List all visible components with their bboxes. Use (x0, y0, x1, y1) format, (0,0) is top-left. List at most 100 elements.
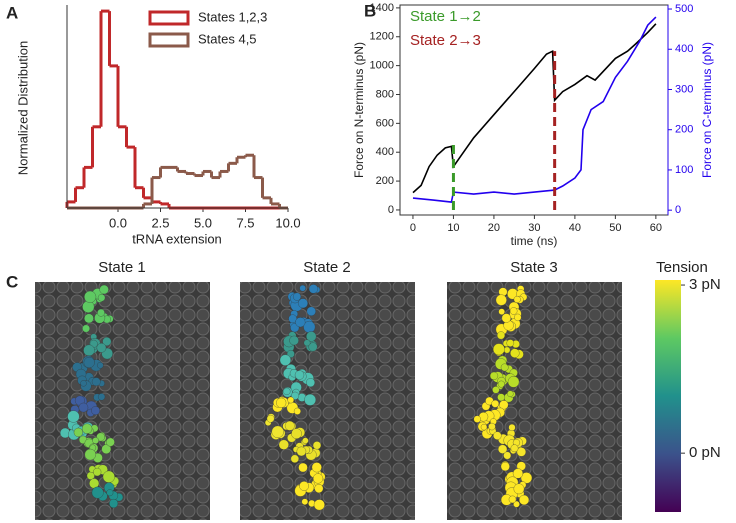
molecule-bead (488, 422, 496, 431)
molecule-bead (97, 294, 106, 302)
molecule-bead (301, 498, 309, 505)
molecule-bead (97, 362, 104, 369)
molecule-bead (284, 420, 295, 431)
molecule-bead (311, 462, 322, 473)
y-tick-label: 1200 (370, 31, 394, 43)
molecule-bead (83, 344, 95, 357)
molecule-bead (313, 473, 324, 484)
molecule-bead (503, 346, 511, 354)
molecule-bead (510, 444, 519, 453)
molecule-bead (302, 437, 309, 444)
molecule-bead (503, 451, 512, 460)
molecule-bead (497, 393, 505, 402)
molecule-bead (92, 437, 99, 444)
x-tick-label: 10.0 (275, 215, 300, 230)
molecule-bead (516, 447, 527, 457)
molecule-bead (509, 307, 518, 315)
colorbar-title: Tension (656, 259, 708, 276)
molecule-bead (84, 313, 94, 324)
molecule-bead (500, 462, 510, 472)
y2-tick-label: 100 (675, 164, 693, 176)
molecule-bead (97, 308, 105, 317)
molecule-bead (313, 499, 325, 511)
molecule-bead (497, 331, 506, 340)
molecule-bead (304, 393, 316, 406)
molecule-bead (296, 446, 307, 457)
molecule-bead (271, 425, 284, 438)
y-tick-label: 600 (376, 117, 394, 129)
x-axis-label: tRNA extension (132, 231, 222, 246)
molecule-bead (491, 399, 500, 408)
y2-axis-label: Force on C-terminus (pN) (700, 42, 714, 178)
x-axis-label: time (ns) (511, 234, 558, 248)
line-series (412, 16, 657, 203)
molecule-bead (109, 498, 119, 508)
molecule-bead (106, 437, 115, 447)
molecule-bead (480, 423, 488, 431)
colorbar-tick-label: 0 pN (689, 444, 721, 461)
molecule-bead (93, 467, 102, 477)
y-tick-label: 800 (376, 88, 394, 100)
molecule-bead (512, 468, 524, 479)
molecule-bead (519, 494, 530, 505)
image-title: State 3 (510, 259, 558, 276)
molecule-bead (299, 284, 306, 292)
molecule-bead (84, 290, 97, 303)
molecule-bead (295, 317, 306, 328)
molecule-bead (106, 489, 114, 497)
molecule-bead (91, 377, 101, 387)
molecule-bead (312, 441, 322, 450)
molecule-bead (278, 439, 289, 450)
colorbar (655, 280, 681, 512)
molecule-bead (294, 370, 305, 380)
y2-tick-label: 500 (675, 3, 693, 15)
molecule-bead (80, 380, 87, 387)
molecule-bead (78, 402, 89, 413)
structure-image (240, 282, 415, 520)
molecule-bead (303, 339, 311, 347)
image-title: State 2 (303, 259, 351, 276)
y-axis-label: Force on N-terminus (pN) (352, 42, 366, 178)
x-tick-label: 0.0 (109, 215, 127, 230)
molecule-bead (82, 324, 90, 333)
molecule-bead (506, 339, 515, 347)
panel-label: A (6, 3, 18, 22)
molecule-bead (291, 428, 302, 439)
colorbar-tick-label: 3 pN (689, 276, 721, 293)
molecule-bead (290, 454, 299, 463)
molecule-bead (473, 415, 481, 423)
y2-tick-label: 300 (675, 83, 693, 95)
molecule-bead (306, 306, 316, 316)
molecule-bead (99, 284, 109, 295)
molecule-bead (279, 354, 291, 366)
molecule-bead (493, 343, 505, 356)
molecule-bead (298, 462, 308, 473)
molecule-bead (306, 331, 317, 342)
image-title: State 1 (98, 259, 146, 276)
x-tick-label: 2.5 (151, 215, 169, 230)
molecule-bead (299, 481, 309, 491)
structure-image (35, 282, 210, 520)
molecule-bead (298, 298, 308, 309)
molecule-bead (513, 483, 525, 495)
x-tick-label: 10 (447, 222, 459, 234)
molecule-bead (497, 380, 505, 388)
molecule-bead (314, 484, 324, 493)
y-tick-label: 400 (376, 146, 394, 158)
x-tick-label: 40 (569, 222, 581, 234)
molecule-bead (293, 292, 302, 301)
molecule-bead (495, 294, 507, 306)
molecule-bead (98, 393, 106, 401)
annotation: State 2→3 (410, 32, 481, 49)
x-tick-label: 7.5 (236, 215, 254, 230)
molecule-bead (276, 397, 287, 408)
legend-swatch (148, 32, 190, 48)
molecule-bead (283, 387, 291, 395)
molecule-bead (96, 342, 107, 353)
molecule-bead (266, 414, 275, 423)
y-tick-label: 0 (388, 204, 394, 216)
molecule-bead (102, 470, 115, 483)
structure-image (447, 282, 622, 520)
molecule-bead (510, 348, 520, 358)
